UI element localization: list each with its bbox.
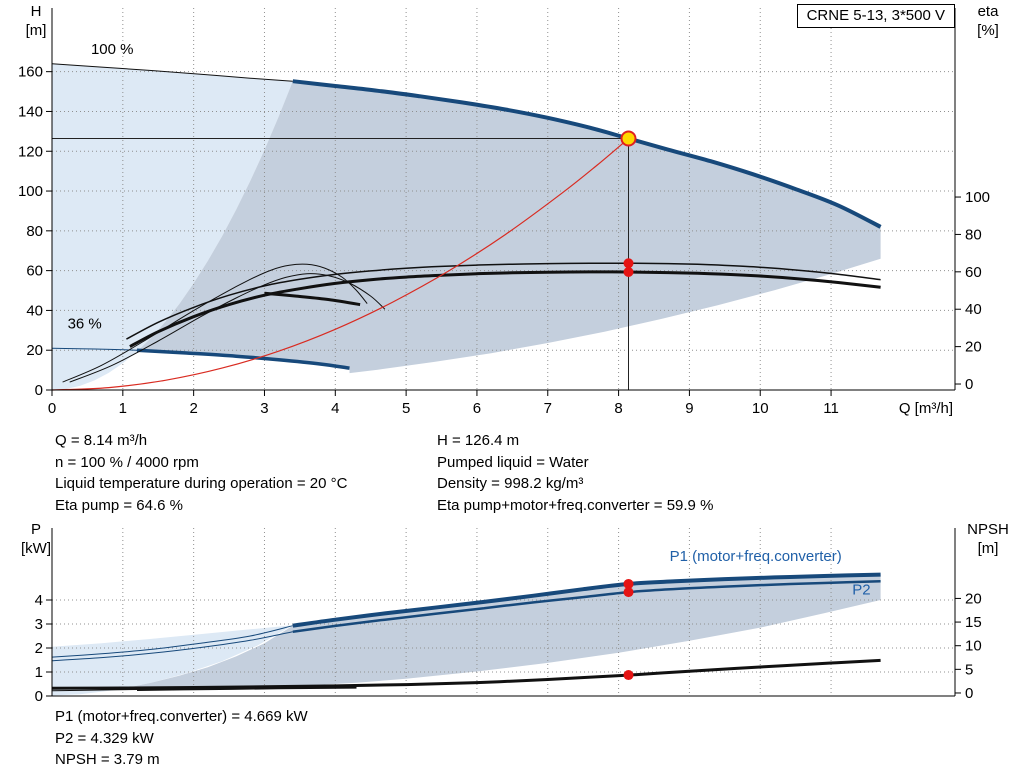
- tick-label: 0: [35, 382, 43, 399]
- tick-label: 20: [965, 339, 982, 356]
- tick-label: 160: [18, 64, 43, 81]
- p2-curve-label: P2: [852, 582, 870, 599]
- tick-label: 60: [26, 263, 43, 280]
- curve-h-100: [292, 79, 882, 229]
- curve-eta-pump: [126, 262, 881, 340]
- tick-label: 60: [965, 264, 982, 281]
- p-axis-title: P [kW]: [14, 520, 58, 558]
- eta-axis-title: eta [%]: [956, 2, 1020, 40]
- speed-36-label: 36 %: [68, 315, 102, 332]
- eta-pump-dot: [623, 258, 634, 269]
- curve-p1: [292, 572, 881, 628]
- eta-axis-title-unit: [%]: [977, 22, 999, 39]
- speed-100-label: 100 %: [91, 41, 134, 58]
- power-npsh-chart: 0 1 2 3 4 0 5 10 15 20 P1 (motor+freq.converter) P2…: [0, 520, 1024, 702]
- curve-p2: [292, 580, 881, 633]
- tick-label: 0: [35, 688, 43, 702]
- tick-label: 11: [823, 400, 839, 417]
- x-axis-label: Q [m³/h]: [899, 400, 953, 417]
- hq-chart-canvas: 0 20 40 60 80 100 120 140 160 0 20 40 60 80 100 0 1 2 3 4 5 6…: [18, 8, 990, 417]
- tick-label: 140: [18, 103, 43, 120]
- tick-label: 100: [965, 189, 990, 206]
- p1-dot: [623, 578, 634, 589]
- p-axis-title-unit: [kW]: [21, 540, 51, 557]
- tick-label: 100: [18, 183, 43, 200]
- npsh-axis-title-symbol: NPSH: [967, 521, 1009, 538]
- tick-label: 8: [614, 400, 622, 417]
- tick-label: 15: [965, 614, 982, 631]
- p2-dot: [623, 587, 634, 598]
- tick-label: 0: [965, 685, 973, 702]
- curve-h-100-thin: [51, 63, 293, 82]
- readout-liquid-temperature: Liquid temperature during operation = 20…: [55, 475, 348, 492]
- hq-chart: 0 20 40 60 80 100 120 140 160 0 20 40 60 80 100 0 1 2 3 4 5 6…: [14, 2, 1020, 417]
- readout-npsh: NPSH = 3.79 m: [55, 751, 160, 768]
- power-npsh-chart-canvas: 0 1 2 3 4 0 5 10 15 20 P1 (motor+freq.converter) P2: [35, 528, 982, 702]
- npsh-axis-title: NPSH [m]: [956, 520, 1020, 558]
- readout-eta-total: Eta pump+motor+freq.converter = 59.9 %: [437, 496, 714, 514]
- tick-label: 80: [26, 223, 43, 240]
- tick-label: 80: [965, 226, 982, 243]
- tick-label: 4: [35, 592, 43, 609]
- tick-label: 1: [119, 400, 127, 417]
- envelope-dark-p: [115, 574, 881, 690]
- tick-label: 20: [26, 342, 43, 359]
- tick-label: 2: [189, 400, 197, 417]
- readout-flow: Q = 8.14 m³/h: [55, 432, 148, 449]
- h-axis-title: H [m]: [14, 2, 58, 40]
- eta-axis-title-symbol: eta: [977, 3, 999, 20]
- curve-eta-arc-2: [69, 273, 386, 383]
- curve-eta-arc-1: [62, 263, 368, 383]
- tick-label: 1: [35, 664, 43, 681]
- operating-point-readouts: Q = 8.14 m³/h n = 100 % / 4000 rpm Liqui…: [55, 430, 1024, 516]
- readout-p1: P1 (motor+freq.converter) = 4.669 kW: [55, 708, 308, 725]
- tick-label: 5: [402, 400, 410, 417]
- tick-label: 7: [544, 400, 552, 417]
- power-npsh-readouts: P1 (motor+freq.converter) = 4.669 kW P2 …: [55, 706, 1024, 771]
- envelope-light: [52, 63, 293, 390]
- tick-label: 5: [965, 661, 973, 678]
- curve-p2-thin: [51, 631, 293, 662]
- tick-label: 10: [752, 400, 769, 417]
- tick-label: 6: [473, 400, 481, 417]
- readout-p2: P2 = 4.329 kW: [55, 729, 154, 747]
- npsh-dot: [623, 670, 634, 681]
- tick-label: 0: [48, 400, 56, 417]
- pump-model-box: CRNE 5-13, 3*500 V: [796, 4, 955, 28]
- duty-point: [620, 130, 637, 147]
- curve-h-min-thin: [51, 347, 138, 351]
- curve-eta-total: [129, 270, 881, 348]
- p-axis-title-symbol: P: [30, 521, 41, 538]
- readout-speed: n = 100 % / 4000 rpm: [55, 453, 199, 471]
- h-axis-title-symbol: H: [30, 3, 42, 20]
- tick-label: 40: [965, 301, 982, 318]
- tick-label: 2: [35, 640, 43, 657]
- eta-total-dot: [623, 267, 634, 278]
- npsh-axis-title-unit: [m]: [977, 540, 999, 557]
- readout-eta-pump: Eta pump = 64.6 %: [55, 496, 183, 514]
- readout-pumped-liquid: Pumped liquid = Water: [437, 453, 589, 471]
- curve-p-min-thin: [51, 689, 138, 692]
- readout-head: H = 126.4 m: [437, 432, 520, 449]
- tick-label: 20: [965, 590, 982, 607]
- tick-label: 4: [331, 400, 339, 417]
- p1-curve-label: P1 (motor+freq.converter): [670, 548, 842, 565]
- tick-label: 0: [965, 376, 973, 393]
- h-axis-title-unit: [m]: [25, 22, 47, 39]
- curve-eta-min: [264, 291, 361, 307]
- tick-label: 10: [965, 638, 982, 655]
- readout-density: Density = 998.2 kg/m³: [437, 475, 584, 492]
- tick-label: 40: [26, 302, 43, 319]
- tick-label: 3: [260, 400, 268, 417]
- tick-label: 120: [18, 143, 43, 160]
- curve-p1-thin: [51, 625, 293, 658]
- readouts-right-column: H = 126.4 m Pumped liquid = Water Densit…: [437, 430, 713, 516]
- curve-p-min: [136, 685, 357, 691]
- tick-label: 9: [685, 400, 693, 417]
- curve-system-red: [51, 138, 629, 391]
- readouts-left-column: Q = 8.14 m³/h n = 100 % / 4000 rpm Liqui…: [55, 430, 437, 516]
- tick-label: 3: [35, 616, 43, 633]
